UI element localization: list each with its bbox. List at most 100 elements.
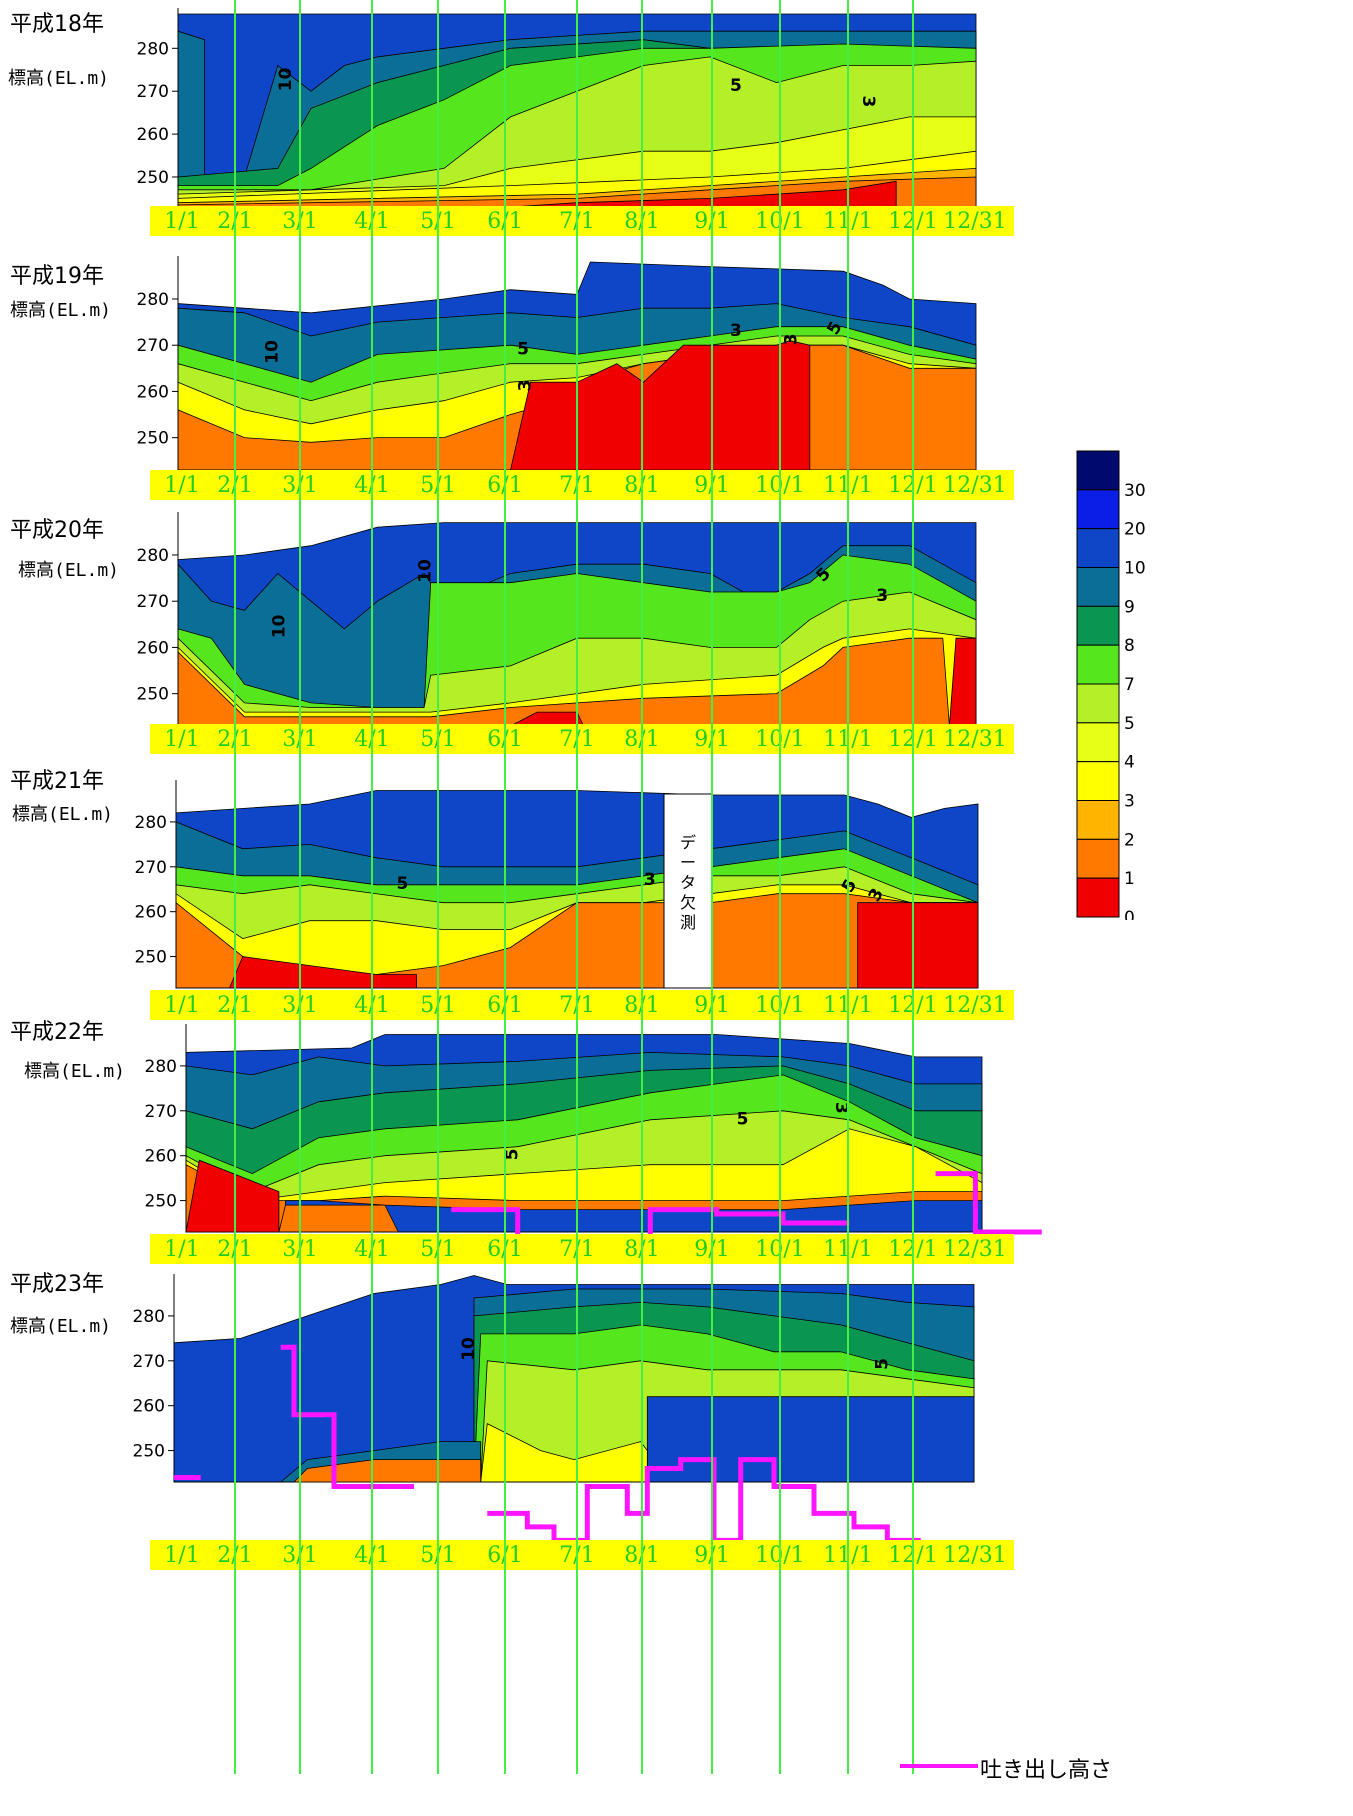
y-axis-label: 標高(EL.m): [12, 804, 114, 825]
colorbar-tick-label: 30: [1124, 481, 1146, 501]
x-tick-label: 3/1: [282, 209, 318, 234]
panel-title: 平成18年: [10, 12, 104, 37]
x-tick-label: 9/1: [694, 993, 730, 1018]
x-tick-label: 5/1: [420, 473, 456, 498]
y-tick-label: 260: [133, 1397, 165, 1417]
y-tick-label: 260: [137, 638, 169, 658]
contour-band: [174, 1324, 975, 1483]
x-tick-label: 11/1: [823, 727, 873, 752]
x-tick-label: 4/1: [354, 727, 390, 752]
contour-band: [185, 1128, 983, 1233]
colorbar-swatch: [1076, 683, 1120, 724]
contour-band: [174, 1459, 974, 1483]
discharge-height-line: [280, 1344, 414, 1489]
x-tick-label: 1/1: [164, 473, 200, 498]
contour-label: 3: [644, 870, 656, 890]
contour-band: [185, 1051, 983, 1233]
x-tick-label: 7/1: [559, 993, 595, 1018]
contour-band: [178, 637, 977, 727]
contour-band: [175, 848, 979, 989]
contour-band: [177, 344, 977, 471]
x-tick-label: 9/1: [694, 1237, 730, 1262]
x-tick-label: 12/1: [888, 993, 938, 1018]
x-tick-label: 7/1: [559, 209, 595, 234]
x-tick-label: 3/1: [282, 473, 318, 498]
x-tick-label: 11/1: [823, 1237, 873, 1262]
legend: 吐き出し高さ: [900, 1750, 1140, 1783]
colorbar-tick-label: 4: [1124, 753, 1135, 773]
x-tick-label: 1/1: [164, 1237, 200, 1262]
contour-label: 5: [397, 874, 409, 894]
x-tick-label: 11/1: [823, 209, 873, 234]
x-tick-label: 2/1: [217, 1237, 253, 1262]
x-tick-label: 4/1: [354, 993, 390, 1018]
contour-band: [175, 893, 979, 989]
contour-band: [174, 1301, 975, 1483]
y-axis-label: 標高(EL.m): [8, 68, 110, 89]
contour-label: 5: [737, 1109, 749, 1129]
x-tick-label: 6/1: [487, 209, 523, 234]
x-tick-label: 10/1: [755, 727, 805, 752]
legend-label: 吐き出し高さ: [980, 1758, 1113, 1783]
contour-band: [174, 1422, 974, 1483]
x-tick-label: 10/1: [755, 473, 805, 498]
discharge-height-line: [935, 1171, 1042, 1235]
x-tick-label: 12/31: [943, 1237, 1007, 1262]
x-tick-label: 4/1: [354, 1237, 390, 1262]
y-tick-label: 270: [135, 858, 167, 878]
colorbar-swatch: [1076, 450, 1120, 491]
x-tick-label: 4/1: [354, 1543, 390, 1568]
colorbar-swatch: [1076, 644, 1120, 685]
contour-label: 3: [876, 586, 888, 606]
contour-label: 3: [781, 333, 801, 345]
x-tick-label: 5/1: [420, 1543, 456, 1568]
x-tick-label: 4/1: [354, 209, 390, 234]
y-axis-label: 標高(EL.m): [10, 300, 112, 321]
contour-label: 3: [858, 95, 878, 107]
y-tick-label: 250: [137, 685, 169, 705]
contour-band: [177, 43, 977, 208]
contour-band: [177, 628, 977, 727]
contour-band: [177, 56, 977, 208]
missing-data-box: [663, 793, 713, 989]
contour-band: [173, 1275, 975, 1483]
x-tick-label: 5/1: [420, 727, 456, 752]
missing-data-note: ー: [680, 853, 696, 872]
y-axis-label: 標高(EL.m): [10, 1316, 112, 1337]
y-tick-label: 250: [135, 948, 167, 968]
missing-data-note: タ: [680, 873, 696, 892]
x-tick-label: 12/31: [943, 1543, 1007, 1568]
y-tick-label: 280: [137, 290, 169, 310]
contour-label: 10: [416, 559, 436, 583]
contour-band: [177, 30, 977, 208]
colorbar-swatch: [1076, 761, 1120, 801]
contour-label: 5: [823, 318, 846, 338]
y-tick-label: 280: [137, 39, 169, 59]
contour-band: [177, 261, 977, 471]
x-tick-label: 12/31: [943, 473, 1007, 498]
x-tick-label: 12/1: [888, 209, 938, 234]
contour-label: 5: [730, 76, 742, 96]
date-axis-bar: 1/1 2/1 3/1 4/1 5/1 6/1 7/1 8/1 9/1 10/1 11/1 12/1 1…: [150, 206, 1014, 236]
y-axis-label: 標高(EL.m): [18, 560, 120, 581]
colorbar-swatch: [1076, 877, 1120, 918]
x-tick-label: 2/1: [217, 993, 253, 1018]
contour-label: 5: [503, 1148, 523, 1160]
contour-band: [174, 1441, 974, 1483]
x-tick-label: 5/1: [420, 209, 456, 234]
y-tick-label: 270: [137, 82, 169, 102]
colorbar-swatch: [1076, 567, 1120, 607]
contour-band: [177, 176, 977, 208]
date-axis-bar: 1/1 2/1 3/1 4/1 5/1 6/1 7/1 8/1 9/1 10/1 11/1 12/1 1…: [150, 990, 1014, 1020]
contour-band: [177, 344, 977, 471]
x-tick-label: 12/31: [943, 209, 1007, 234]
legend-line-swatch: [900, 1764, 978, 1768]
x-tick-label: 3/1: [282, 1237, 318, 1262]
panel-title: 平成20年: [10, 518, 104, 543]
x-tick-label: 12/1: [888, 727, 938, 752]
colorbar-swatch: [1076, 838, 1120, 879]
x-tick-label: 3/1: [282, 1543, 318, 1568]
colorbar-swatch: [1076, 800, 1120, 840]
contour-label: 10: [459, 1337, 479, 1361]
contour-band: [177, 545, 977, 727]
